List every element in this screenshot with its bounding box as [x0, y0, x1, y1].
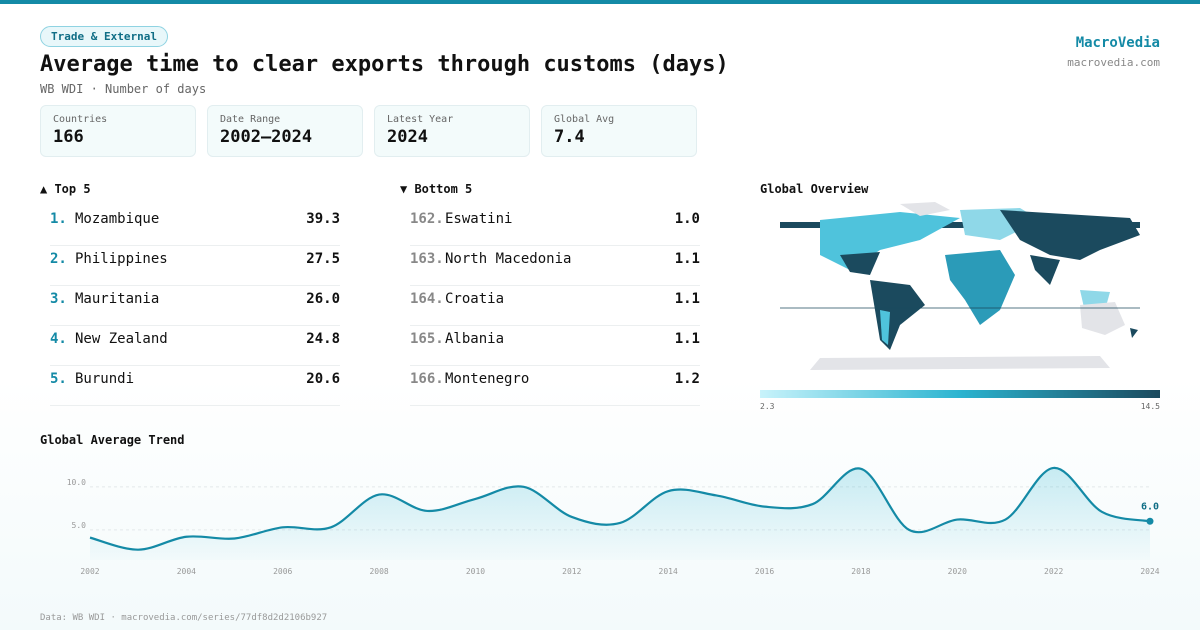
country: Montenegro: [445, 371, 530, 387]
list-row: 163. North Macedonia 1.1: [410, 245, 700, 286]
brand: MacroVedia: [1075, 35, 1160, 51]
rank: 4.: [50, 331, 67, 347]
end-label: 6.0: [1141, 501, 1159, 512]
value: 1.0: [674, 211, 700, 227]
stat-value: 2002–2024: [220, 127, 313, 147]
australia: [1080, 302, 1125, 335]
country: Mozambique: [75, 211, 160, 227]
x-tick-label: 2012: [562, 567, 581, 576]
rank: 163.: [410, 251, 444, 267]
y-tick-label: 10.0: [67, 478, 86, 487]
x-tick-label: 2022: [1044, 567, 1063, 576]
footer: Data: WB WDI · macrovedia.com/series/77d…: [40, 613, 328, 623]
rank: 3.: [50, 291, 67, 307]
scale-min: 2.3: [760, 402, 775, 411]
list-row: 164. Croatia 1.1: [410, 285, 700, 326]
list-row: 165. Albania 1.1: [410, 325, 700, 366]
stat-value: 2024: [387, 127, 428, 147]
country: Philippines: [75, 251, 168, 267]
list-row: 2. Philippines 27.5: [50, 245, 340, 286]
rank: 1.: [50, 211, 67, 227]
antarctica: [810, 356, 1110, 370]
value: 39.3: [306, 211, 340, 227]
category-tag: Trade & External: [40, 26, 168, 47]
x-tick-label: 2016: [755, 567, 774, 576]
list-row: 1. Mozambique 39.3: [50, 205, 340, 246]
list-row: 162. Eswatini 1.0: [410, 205, 700, 246]
stat-value: 166: [53, 127, 84, 147]
value: 27.5: [306, 251, 340, 267]
stat-label: Global Avg: [554, 114, 615, 125]
top-stripe: [0, 0, 1200, 4]
value: 20.6: [306, 371, 340, 387]
value: 26.0: [306, 291, 340, 307]
scale-max: 14.5: [1140, 402, 1160, 411]
country: Croatia: [445, 291, 505, 307]
list-row: 166. Montenegro 1.2: [410, 365, 700, 406]
x-tick-label: 2018: [851, 567, 870, 576]
list-row: 4. New Zealand 24.8: [50, 325, 340, 366]
y-tick-label: 5.0: [72, 521, 87, 530]
rank: 164.: [410, 291, 444, 307]
value: 1.1: [674, 331, 700, 347]
south-america-west: [880, 310, 890, 345]
list-row: 5. Burundi 20.6: [50, 365, 340, 406]
map-heading: Global Overview: [760, 182, 869, 196]
africa: [945, 250, 1015, 325]
value: 1.1: [674, 291, 700, 307]
rank: 162.: [410, 211, 444, 227]
end-point: [1146, 517, 1154, 525]
stat-card: Countries 166: [40, 105, 196, 157]
stat-card: Global Avg 7.4: [541, 105, 697, 157]
stat-value: 7.4: [554, 127, 585, 147]
greenland: [900, 202, 950, 216]
trend-line: [89, 466, 1151, 551]
x-tick-label: 2024: [1140, 567, 1159, 576]
list-row: 3. Mauritania 26.0: [50, 285, 340, 326]
x-tick-label: 2010: [466, 567, 485, 576]
country: Eswatini: [445, 211, 513, 227]
color-scale: [760, 390, 1160, 398]
rank: 5.: [50, 371, 67, 387]
rank: 165.: [410, 331, 444, 347]
bottom-heading: ▼ Bottom 5: [400, 182, 473, 196]
trend-area: [90, 467, 1150, 560]
central-america: [840, 252, 880, 275]
value: 24.8: [306, 331, 340, 347]
trend-title: Global Average Trend: [40, 433, 185, 447]
country: North Macedonia: [445, 251, 572, 267]
stat-card: Date Range 2002–2024: [207, 105, 363, 157]
subtitle: WB WDI · Number of days: [40, 82, 207, 96]
x-tick-label: 2008: [369, 567, 388, 576]
stat-label: Latest Year: [387, 114, 454, 125]
world-map: [780, 202, 1140, 370]
title: Average time to clear exports through cu…: [40, 52, 729, 77]
country: Burundi: [75, 371, 135, 387]
stat-label: Date Range: [220, 114, 281, 125]
map-band: [780, 222, 1140, 228]
stat-card: Latest Year 2024: [374, 105, 530, 157]
value: 1.2: [674, 371, 700, 387]
asia: [1000, 210, 1140, 260]
country: Mauritania: [75, 291, 160, 307]
x-tick-label: 2020: [948, 567, 967, 576]
south-asia: [1030, 255, 1060, 285]
country: Albania: [445, 331, 505, 347]
x-tick-label: 2006: [273, 567, 292, 576]
rank: 2.: [50, 251, 67, 267]
stat-label: Countries: [53, 114, 108, 125]
rank: 166.: [410, 371, 444, 387]
top-heading: ▲ Top 5: [40, 182, 91, 196]
country: New Zealand: [75, 331, 168, 347]
value: 1.1: [674, 251, 700, 267]
x-tick-label: 2014: [659, 567, 678, 576]
x-tick-label: 2004: [177, 567, 196, 576]
new-zealand: [1130, 328, 1138, 338]
x-tick-label: 2002: [80, 567, 99, 576]
site: macrovedia.com: [1067, 56, 1160, 69]
